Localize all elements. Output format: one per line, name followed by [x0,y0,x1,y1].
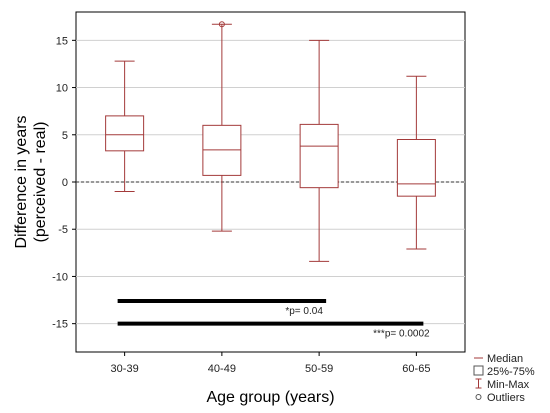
y-tick-label: -15 [52,319,68,331]
legend-label: Min-Max [487,379,530,391]
y-axis-title: Difference in years (perceived - real) [13,115,49,248]
y-tick-label: 15 [56,35,68,47]
legend-label: Median [487,353,523,365]
significance-bars: *p= 0.04 ***p= 0.0002 [117,299,430,340]
y-tick-label: -10 [52,271,68,283]
x-tick-label: 50-59 [305,363,333,375]
x-axis-ticks: 30-39 40-49 50-59 60-65 [111,352,430,375]
box-group [396,75,436,250]
boxes [105,21,436,262]
legend-item: Median [474,353,523,365]
significance-label: *p= 0.04 [285,306,323,317]
y-tick-label: 10 [56,83,68,95]
legend-item: 25%-75% [473,365,535,378]
x-axis-title: Age group (years) [206,389,334,406]
box-group [202,21,242,232]
legend-item: Outliers [475,392,525,404]
significance-label: ***p= 0.0002 [373,329,430,340]
iqr-box [299,123,339,189]
iqr-box [396,139,436,197]
y-tick-label: 5 [62,130,68,142]
legend-label: 25%-75% [487,366,535,378]
iqr-box [105,115,145,152]
y-axis-title-line1: Difference in years [13,115,30,248]
legend-box-icon [473,365,484,376]
legend-label: Outliers [487,392,525,404]
box-group [299,39,339,262]
y-tick-label: 0 [62,177,68,189]
legend-item: Min-Max [475,378,530,391]
y-axis-ticks: -15 -10 -5 0 5 10 15 [52,35,76,331]
x-tick-label: 60-65 [402,363,430,375]
box-group [105,60,145,192]
x-tick-label: 40-49 [208,363,236,375]
x-tick-label: 30-39 [111,363,139,375]
y-axis-title-line2: (perceived - real) [32,122,49,243]
outlier-point [218,21,225,28]
y-tick-label: -5 [58,224,68,236]
legend-outlier-icon [475,394,482,400]
